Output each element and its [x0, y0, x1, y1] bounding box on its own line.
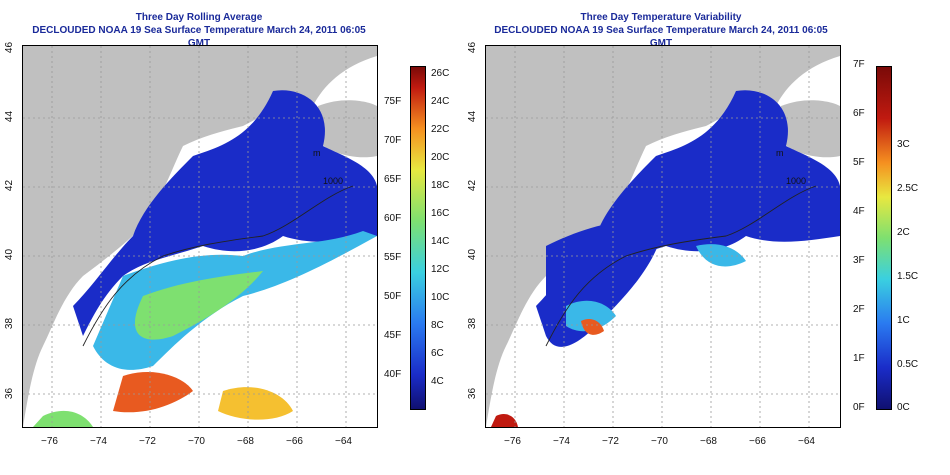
left-map: 1000 m [22, 45, 378, 428]
right-low-variability [536, 90, 840, 336]
left-cb-fahrenheit: 45F [384, 330, 402, 341]
left-cb-fahrenheit: 65F [384, 174, 402, 185]
right-map: 1000 m [485, 45, 841, 428]
left-lon-tick: −68 [237, 436, 254, 447]
right-lat-tick: 46 [467, 41, 479, 54]
right-cb-celsius: 1C [897, 315, 910, 326]
right-cb-fahrenheit: 3F [853, 255, 865, 266]
left-cb-celsius: 12C [431, 264, 450, 275]
right-cb-fahrenheit: 2F [853, 304, 865, 315]
left-isobath [82, 185, 354, 347]
right-title-line2: DECLOUDED NOAA 19 Sea Surface Temperatur… [494, 25, 828, 49]
left-cb-celsius: 24C [431, 96, 450, 107]
svg-text:m: m [313, 148, 321, 158]
svg-text:1000: 1000 [786, 176, 806, 186]
left-cb-fahrenheit: 50F [384, 291, 402, 302]
left-title-line1: Three Day Rolling Average [135, 12, 263, 23]
left-cb-celsius: 26C [431, 68, 450, 79]
left-cb-celsius: 8C [431, 320, 444, 331]
left-cb-celsius: 22C [431, 124, 450, 135]
right-lat-tick: 40 [467, 248, 479, 261]
left-lon-tick: −76 [41, 436, 58, 447]
left-land [23, 46, 377, 427]
left-lon-tick: −64 [335, 436, 352, 447]
left-lat-tick: 36 [4, 387, 16, 400]
right-lon-tick: −68 [700, 436, 717, 447]
left-cb-fahrenheit: 40F [384, 369, 402, 380]
left-lat-tick: 42 [4, 179, 16, 192]
right-lat-tick: 38 [467, 317, 479, 330]
right-lon-tick: −74 [553, 436, 570, 447]
right-cb-fahrenheit: 4F [853, 206, 865, 217]
right-lon-tick: −66 [749, 436, 766, 447]
right-lon-tick: −72 [602, 436, 619, 447]
right-land [486, 46, 840, 427]
right-cb-fahrenheit: 6F [853, 108, 865, 119]
left-lon-tick: −74 [90, 436, 107, 447]
left-cb-celsius: 4C [431, 376, 444, 387]
right-cb-fahrenheit: 1F [853, 353, 865, 364]
right-title-line1: Three Day Temperature Variability [580, 12, 742, 23]
right-lat-tick: 42 [467, 179, 479, 192]
left-lat-tick: 38 [4, 317, 16, 330]
left-lat-tick: 44 [4, 110, 16, 123]
right-cb-celsius: 3C [897, 139, 910, 150]
left-cold-water [73, 90, 377, 336]
left-cb-celsius: 14C [431, 236, 450, 247]
right-cb-celsius: 2.5C [897, 183, 919, 194]
right-cb-fahrenheit: 7F [853, 59, 865, 70]
left-lon-tick: −70 [188, 436, 205, 447]
left-title-line2: DECLOUDED NOAA 19 Sea Surface Temperatur… [32, 25, 366, 49]
right-cb-fahrenheit: 5F [853, 157, 865, 168]
left-cb-celsius: 10C [431, 292, 450, 303]
left-warm-water [113, 371, 193, 413]
right-cb-fahrenheit: 0F [853, 402, 865, 413]
left-cb-fahrenheit: 55F [384, 252, 402, 263]
left-lat-tick: 46 [4, 41, 16, 54]
right-lat-tick: 44 [467, 110, 479, 123]
right-isobath [545, 185, 817, 347]
svg-text:1000: 1000 [323, 176, 343, 186]
right-lon-tick: −70 [651, 436, 668, 447]
right-cb-celsius: 0.5C [897, 359, 919, 370]
left-cb-fahrenheit: 75F [384, 96, 402, 107]
left-cb-celsius: 20C [431, 152, 450, 163]
right-cb-celsius: 1.5C [897, 271, 919, 282]
right-cb-celsius: 0C [897, 402, 910, 413]
left-colorbar [410, 66, 426, 410]
left-cb-celsius: 16C [431, 208, 450, 219]
left-lat-tick: 40 [4, 248, 16, 261]
right-high-variability [566, 300, 616, 332]
left-cb-celsius: 18C [431, 180, 450, 191]
right-lon-tick: −64 [798, 436, 815, 447]
right-cb-celsius: 2C [897, 227, 910, 238]
left-lon-tick: −66 [286, 436, 303, 447]
left-cb-celsius: 6C [431, 348, 444, 359]
right-colorbar [876, 66, 892, 410]
left-lon-tick: −72 [139, 436, 156, 447]
right-lat-tick: 36 [467, 387, 479, 400]
svg-text:m: m [776, 148, 784, 158]
right-lon-tick: −76 [504, 436, 521, 447]
left-cb-fahrenheit: 70F [384, 135, 402, 146]
left-cb-fahrenheit: 60F [384, 213, 402, 224]
